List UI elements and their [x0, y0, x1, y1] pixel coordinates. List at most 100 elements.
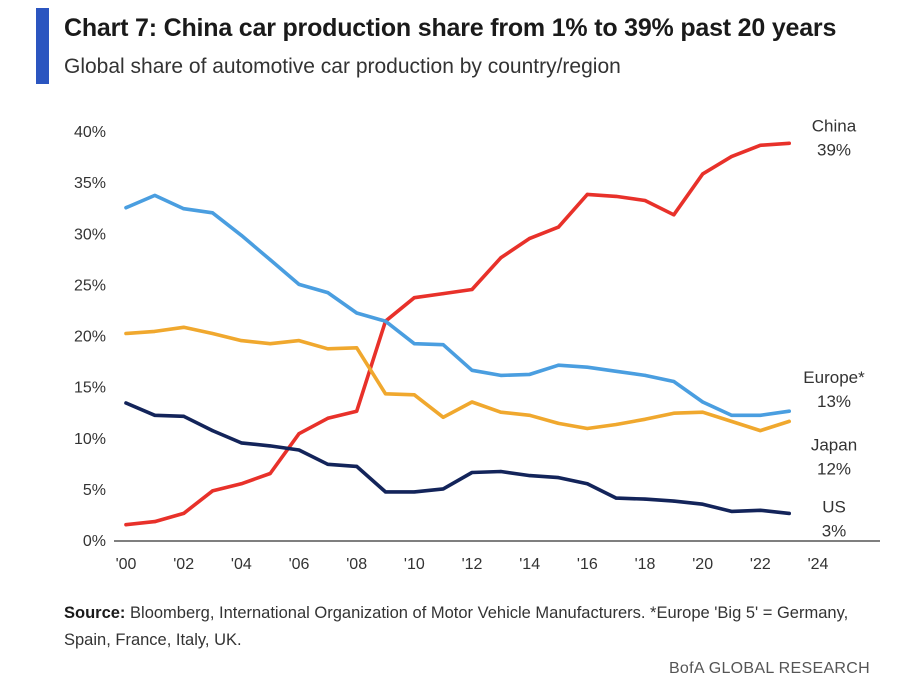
- y-tick-label: 20%: [74, 329, 106, 346]
- data-point-japan: [556, 421, 561, 426]
- data-point-europe: [643, 373, 647, 377]
- x-tick-label: '16: [577, 556, 598, 573]
- data-point-china: [701, 172, 705, 176]
- data-point-japan: [672, 411, 676, 415]
- data-point-us: [412, 490, 416, 494]
- source-label: Source:: [64, 604, 126, 622]
- data-point-us: [153, 413, 157, 417]
- data-point-china: [355, 409, 359, 413]
- data-point-europe: [210, 211, 215, 215]
- data-point-europe: [614, 369, 618, 373]
- data-point-china: [153, 519, 157, 524]
- data-point-china: [528, 236, 532, 240]
- data-point-china: [239, 482, 243, 486]
- data-point-us: [499, 469, 503, 474]
- data-point-us: [787, 511, 791, 516]
- data-point-japan: [614, 422, 618, 427]
- chart-title: Chart 7: China car production share from…: [64, 14, 837, 42]
- data-point-us: [528, 473, 532, 478]
- data-point-europe: [672, 379, 676, 384]
- data-point-us: [124, 401, 128, 405]
- data-point-europe: [470, 368, 474, 372]
- data-point-japan: [528, 413, 532, 417]
- data-point-japan: [210, 331, 215, 336]
- data-point-china: [787, 141, 791, 145]
- data-point-us: [614, 496, 618, 500]
- x-tick-label: '00: [116, 556, 137, 573]
- data-point-japan: [787, 419, 791, 423]
- series-line-europe: [124, 193, 792, 418]
- series-line-japan: [124, 325, 792, 433]
- data-point-china: [585, 192, 589, 196]
- y-tick-label: 15%: [74, 380, 106, 397]
- data-point-japan: [441, 415, 445, 419]
- data-point-japan: [355, 346, 359, 350]
- data-point-us: [441, 487, 445, 491]
- data-point-japan: [412, 393, 416, 397]
- y-tick-label: 10%: [74, 431, 106, 448]
- data-point-japan: [701, 410, 705, 414]
- data-point-japan: [326, 347, 330, 351]
- data-point-europe: [124, 206, 128, 210]
- data-point-europe: [383, 319, 388, 323]
- data-point-europe: [355, 311, 359, 315]
- x-tick-label: '14: [519, 556, 540, 573]
- data-point-china: [470, 287, 474, 292]
- data-point-us: [729, 509, 734, 513]
- data-point-china: [614, 194, 618, 199]
- data-point-europe: [326, 290, 330, 295]
- data-point-europe: [499, 373, 503, 377]
- x-tick-label: '08: [346, 556, 367, 573]
- data-point-europe: [153, 193, 157, 198]
- data-point-japan: [239, 339, 243, 343]
- y-tick-label: 0%: [83, 533, 106, 550]
- data-point-europe: [268, 258, 272, 262]
- data-point-europe: [528, 372, 532, 376]
- data-point-japan: [585, 426, 589, 431]
- data-point-us: [268, 444, 272, 448]
- x-tick-label: '04: [231, 556, 252, 573]
- data-point-china: [326, 416, 330, 420]
- data-point-us: [326, 462, 330, 466]
- data-point-us: [556, 476, 561, 480]
- data-point-us: [239, 441, 243, 445]
- data-point-us: [470, 470, 474, 475]
- data-point-china: [182, 511, 186, 516]
- series-value-us: 3%: [822, 521, 847, 540]
- x-tick-label: '22: [750, 556, 771, 573]
- data-point-japan: [729, 419, 734, 423]
- y-tick-label: 35%: [74, 175, 106, 192]
- data-point-us: [758, 508, 762, 512]
- x-tick-label: '06: [289, 556, 310, 573]
- series-label-japan: Japan: [811, 435, 857, 454]
- y-tick-label: 25%: [74, 277, 106, 294]
- series-line-china: [124, 141, 792, 527]
- data-point-japan: [297, 339, 301, 343]
- data-point-us: [210, 428, 215, 433]
- data-point-us: [672, 499, 676, 503]
- series-value-europe: 13%: [817, 392, 851, 411]
- data-point-japan: [470, 400, 474, 404]
- data-point-china: [499, 256, 503, 260]
- data-point-europe: [441, 343, 445, 347]
- data-point-europe: [729, 413, 734, 417]
- data-point-china: [210, 489, 215, 493]
- x-tick-label: '20: [692, 556, 713, 573]
- data-point-europe: [787, 409, 791, 413]
- data-point-us: [383, 490, 388, 494]
- data-point-china: [758, 143, 762, 147]
- data-point-china: [124, 523, 128, 527]
- series-line-us: [124, 401, 792, 516]
- data-point-europe: [412, 342, 416, 346]
- series-label-europe: Europe*: [803, 368, 865, 387]
- data-point-europe: [182, 207, 186, 211]
- source-text: Bloomberg, International Organization of…: [64, 604, 849, 649]
- data-point-europe: [758, 413, 762, 417]
- data-point-japan: [268, 342, 272, 346]
- data-point-japan: [499, 410, 503, 414]
- data-point-china: [412, 296, 416, 300]
- y-tick-label: 40%: [74, 124, 106, 141]
- line-chart: 0% 5% 10% 15% 20% 25% 30% 35% 40% '00 '02 '04 '06 '08…: [74, 116, 880, 573]
- series-value-china: 39%: [817, 140, 851, 159]
- data-point-europe: [239, 233, 243, 237]
